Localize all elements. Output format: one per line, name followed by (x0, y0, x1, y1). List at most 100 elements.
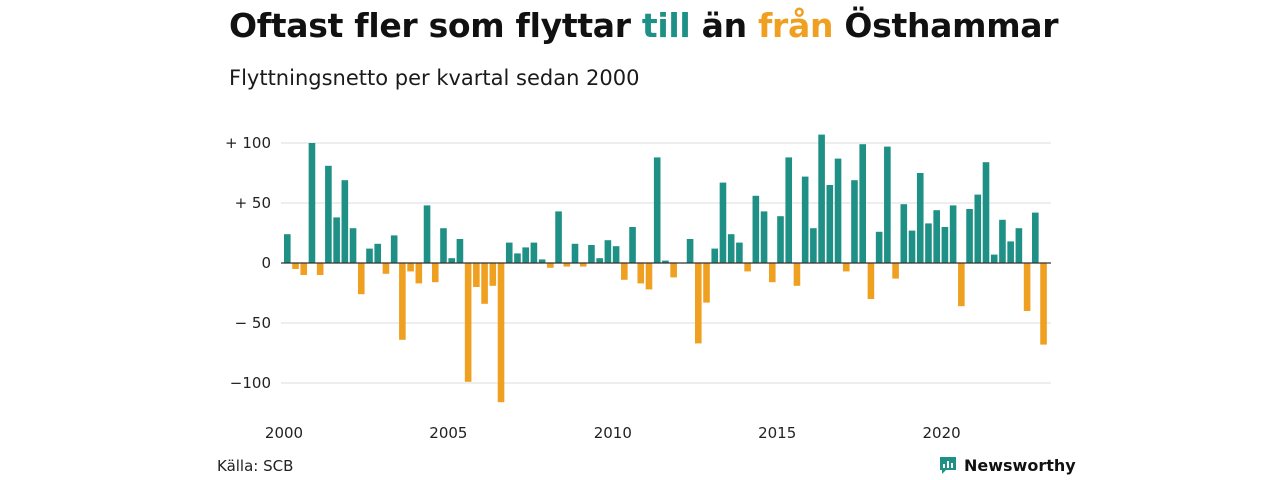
bar (719, 182, 727, 263)
bar (744, 263, 751, 272)
y-tick-label: − 50 (235, 314, 271, 332)
bar (958, 263, 965, 307)
bar (341, 180, 349, 263)
bar (645, 263, 653, 290)
bar (571, 243, 579, 263)
bar (736, 242, 743, 263)
bar (612, 246, 620, 263)
bar (514, 253, 521, 263)
grid-lines (281, 142, 1051, 384)
bar (464, 263, 472, 382)
bar (357, 263, 365, 295)
newsworthy-icon (940, 457, 956, 474)
bar (325, 165, 332, 263)
source-note: Källa: SCB (217, 457, 294, 475)
bar (481, 263, 488, 304)
chart-subtitle: Flyttningsnetto per kvartal sedan 2000 (229, 66, 640, 90)
bar (859, 144, 866, 263)
x-tick-label: 2020 (923, 424, 961, 442)
bar (366, 248, 373, 263)
bar (834, 158, 842, 263)
bar (999, 219, 1006, 263)
bar (941, 227, 949, 263)
bar (900, 204, 908, 263)
title-part-2: än (690, 6, 758, 45)
bar (785, 157, 793, 263)
bar (473, 263, 480, 287)
bar (423, 205, 431, 263)
bar (851, 180, 858, 263)
bar (390, 235, 398, 263)
title-word-out: från (757, 6, 834, 45)
bar (522, 247, 529, 263)
bar (990, 254, 998, 263)
bar (760, 211, 768, 263)
x-axis-ticks: 2000 2005 2010 2015 2020 (265, 424, 961, 442)
bar (637, 263, 645, 284)
bar (604, 240, 612, 263)
bar (810, 228, 817, 263)
bar (711, 248, 719, 263)
bar (695, 263, 702, 344)
bar (382, 263, 390, 274)
bar (374, 243, 382, 263)
bar (752, 195, 760, 263)
bar (933, 210, 940, 263)
y-tick-label: −100 (230, 374, 271, 392)
bar (629, 227, 636, 263)
y-tick-label: 0 (261, 254, 271, 272)
bar (448, 258, 455, 263)
bar (505, 242, 513, 263)
bar (801, 176, 809, 263)
x-tick-label: 2010 (594, 424, 632, 442)
bar (966, 209, 973, 263)
bar (875, 231, 883, 263)
bar (538, 259, 546, 263)
bar (497, 263, 505, 403)
bar (456, 239, 464, 263)
bar (1007, 241, 1014, 263)
bar (793, 263, 801, 286)
bar (579, 263, 587, 267)
bar (621, 263, 628, 280)
bar (974, 194, 982, 263)
bar (530, 242, 538, 263)
bar (431, 263, 439, 283)
bar (440, 228, 447, 263)
bar (662, 260, 669, 263)
y-tick-label: + 50 (235, 194, 271, 212)
bar (284, 234, 291, 263)
bar (1032, 212, 1039, 263)
bar (349, 228, 357, 263)
bar (653, 157, 661, 263)
bar (892, 263, 899, 279)
title-part-3: Östhammar (833, 6, 1059, 45)
bar (407, 263, 414, 272)
bar (867, 263, 875, 299)
bar (884, 146, 891, 263)
bar (1040, 263, 1047, 345)
x-tick-label: 2005 (429, 424, 467, 442)
bar (727, 234, 735, 263)
bar (415, 263, 423, 284)
bar (670, 263, 677, 278)
y-axis-ticks: + 100 + 50 0 − 50 −100 (225, 134, 271, 392)
bar (308, 143, 316, 263)
bar (1015, 228, 1023, 263)
bar (1023, 263, 1031, 311)
x-tick-label: 2015 (758, 424, 796, 442)
x-tick-label: 2000 (265, 424, 303, 442)
bar (686, 239, 694, 263)
bar (916, 173, 924, 263)
bar (489, 263, 497, 286)
bar (316, 263, 324, 275)
bar (547, 263, 554, 268)
title-part-1: Oftast fler som flyttar (229, 6, 642, 45)
bar (300, 263, 308, 275)
bar (703, 263, 710, 303)
newsworthy-logo[interactable]: Newsworthy (938, 455, 1076, 475)
chart-title: Oftast fler som flyttar till än från Öst… (229, 6, 1059, 45)
bar (292, 263, 299, 269)
bar (818, 134, 825, 263)
